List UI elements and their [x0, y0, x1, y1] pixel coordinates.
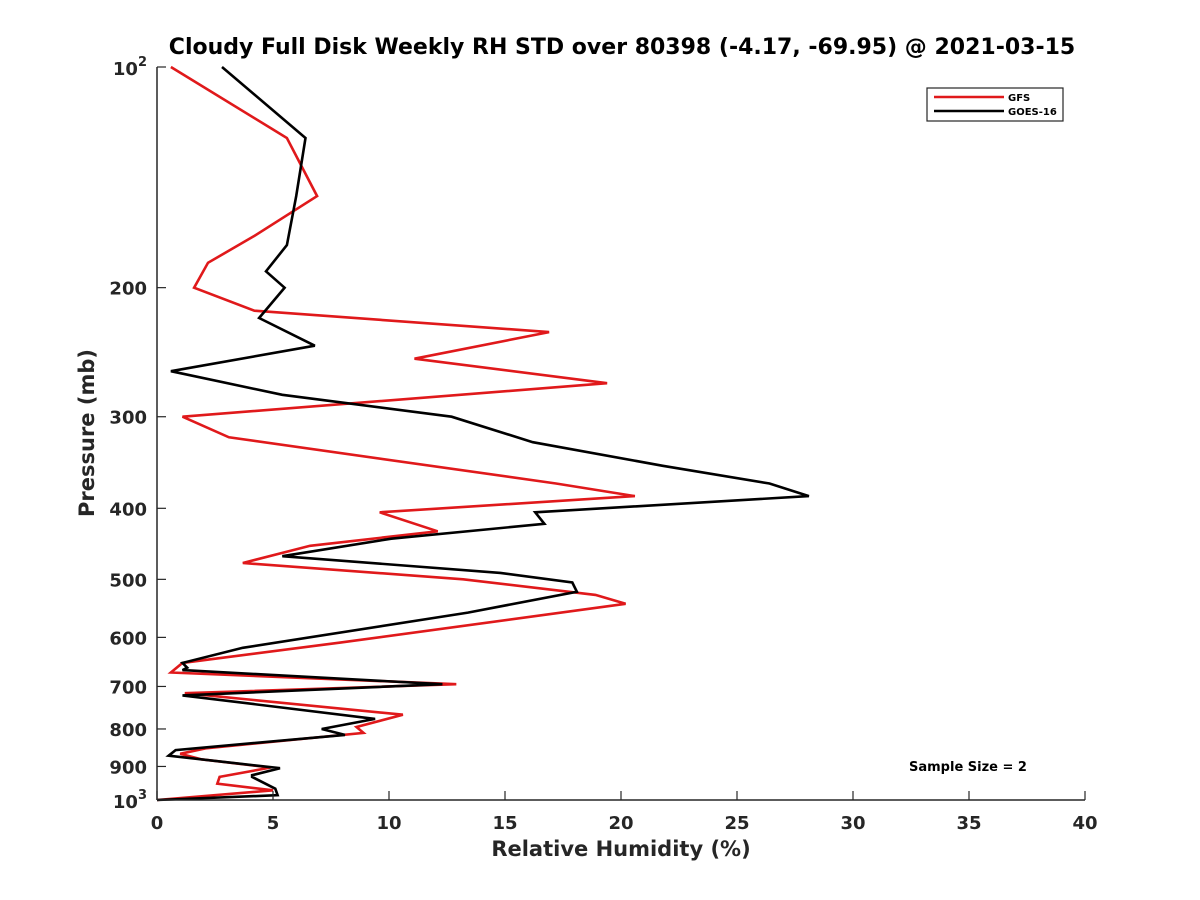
legend-label-goes16: GOES-16	[1008, 107, 1057, 118]
x-axis-ticks: 0 5 10 15 20 25 30 35 40	[151, 791, 1098, 834]
y-axis-label: Pressure (mb)	[75, 349, 99, 517]
y-tick-label: 300	[109, 408, 147, 429]
y-tick-label: 102	[113, 55, 147, 80]
x-tick-label: 30	[840, 813, 865, 834]
x-tick-label: 40	[1072, 813, 1097, 834]
legend-box	[926, 87, 1064, 122]
x-tick-label: 25	[724, 813, 749, 834]
legend-label-gfs: GFS	[1008, 93, 1030, 104]
x-tick-label: 35	[956, 813, 981, 834]
y-tick-label: 900	[109, 757, 147, 778]
chart-title: Cloudy Full Disk Weekly RH STD over 8039…	[169, 35, 1075, 60]
y-tick-label: 800	[109, 720, 147, 741]
x-tick-label: 0	[151, 813, 164, 834]
y-axis-ticks: 102 200 300 400 500 600 700 800 900 103	[109, 55, 166, 813]
x-tick-label: 15	[492, 813, 517, 834]
sample-size-annotation: Sample Size = 2	[909, 760, 1027, 775]
y-tick-label: 700	[109, 677, 147, 698]
y-tick-label: 103	[113, 788, 147, 813]
x-tick-label: 5	[267, 813, 280, 834]
y-tick-label: 400	[109, 499, 147, 520]
x-axis-label: Relative Humidity (%)	[491, 837, 750, 861]
y-tick-label: 200	[109, 279, 147, 300]
series-line-goes-16	[156, 66, 810, 802]
series-layer	[156, 65, 810, 802]
x-tick-label: 10	[376, 813, 401, 834]
x-tick-label: 20	[608, 813, 633, 834]
legend: GFS GOES-16	[926, 87, 1064, 122]
y-tick-label: 600	[109, 628, 147, 649]
series-line-gfs	[156, 65, 636, 802]
y-tick-label: 500	[109, 570, 147, 591]
